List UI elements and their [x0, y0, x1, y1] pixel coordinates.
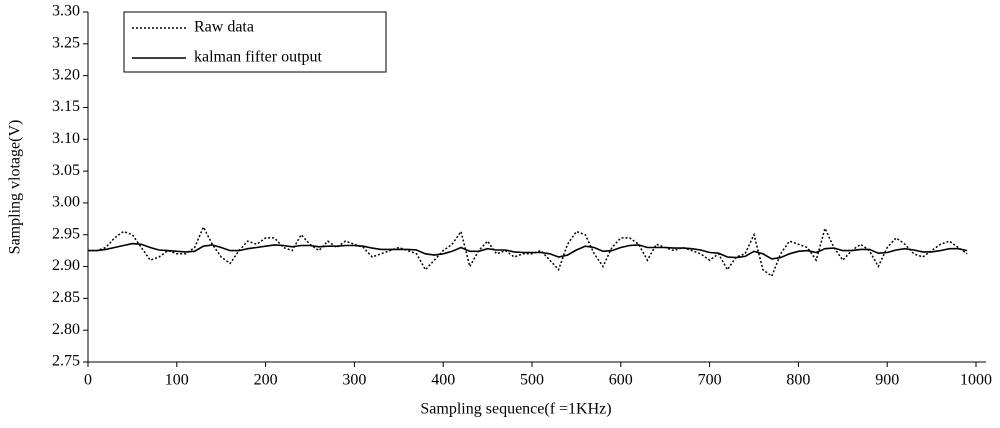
x-tick-label: 600 [609, 372, 633, 389]
y-tick-label: 2.75 [52, 353, 80, 370]
x-tick-label: 1000 [960, 372, 992, 389]
y-tick-label: 3.30 [52, 3, 80, 20]
y-tick-label: 3.15 [52, 98, 80, 115]
legend-label: kalman fifter output [194, 49, 323, 66]
y-tick-label: 3.05 [52, 162, 80, 179]
y-tick-label: 3.10 [52, 130, 80, 147]
x-tick-label: 800 [786, 372, 810, 389]
y-axis-title: Sampling vlotage(V) [7, 120, 24, 255]
y-tick-label: 2.80 [52, 321, 80, 338]
legend-box [123, 11, 387, 73]
x-tick-label: 300 [342, 372, 366, 389]
y-tick-label: 3.00 [52, 194, 80, 211]
line-series [88, 225, 968, 278]
x-tick-label: 900 [875, 372, 899, 389]
x-tick-label: 100 [165, 372, 189, 389]
y-tick-label: 3.20 [52, 66, 80, 83]
line-series [88, 242, 968, 260]
x-axis-title: Sampling sequence(f =1KHz) [420, 401, 611, 418]
x-tick-label: 700 [698, 372, 722, 389]
y-tick-label: 2.85 [52, 289, 80, 306]
x-tick-label: 400 [431, 372, 455, 389]
x-tick-label: 500 [520, 372, 544, 389]
y-tick-label: 2.95 [52, 225, 80, 242]
x-tick-label: 200 [254, 372, 278, 389]
y-tick-label: 2.90 [52, 257, 80, 274]
x-tick-label: 0 [84, 372, 92, 389]
y-tick-label: 3.25 [52, 34, 80, 51]
legend-label: Raw data [194, 19, 254, 36]
